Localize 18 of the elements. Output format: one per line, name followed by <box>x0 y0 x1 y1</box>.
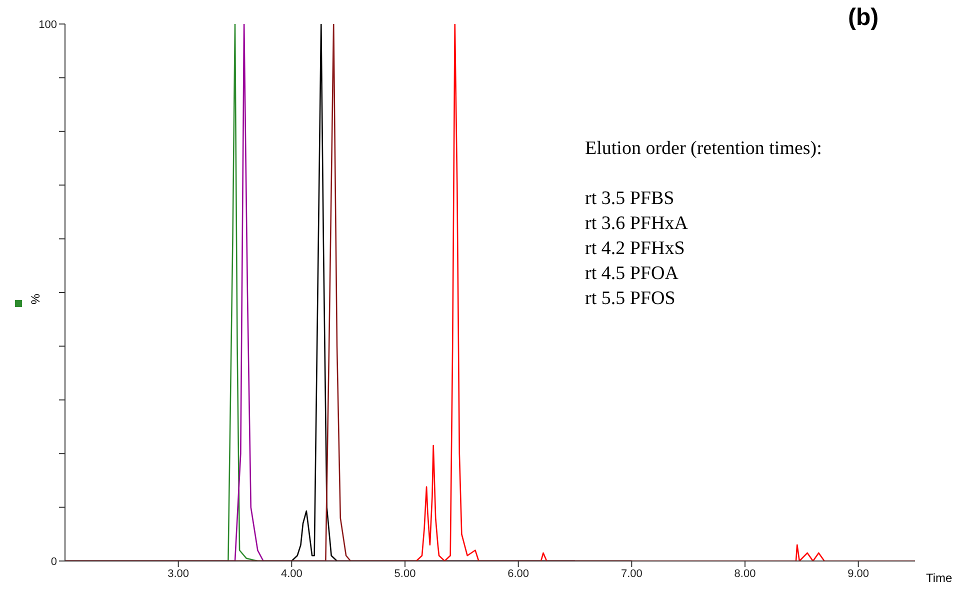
x-axis-title: Time <box>926 571 952 585</box>
annotation: rt 5.5 PFOS <box>585 287 676 311</box>
x-tick-label: 9.00 <box>848 568 870 580</box>
x-tick-label: 7.00 <box>620 568 642 580</box>
annotation: rt 3.5 PFBS <box>585 187 676 211</box>
y-axis-title: % <box>28 294 42 304</box>
y-tick-label: 0 <box>50 556 57 568</box>
x-tick-label: 6.00 <box>508 568 530 580</box>
x-tick-label: 8.00 <box>734 568 756 580</box>
annotation: rt 4.2 PFHxS <box>585 237 686 261</box>
annotation: rt 4.5 PFOA <box>585 262 680 286</box>
y-tick-label: 100 <box>38 18 57 31</box>
x-tick-label: 5.00 <box>394 568 416 580</box>
annotation: Elution order (retention times): <box>585 137 822 161</box>
chart-title: (b) <box>848 4 879 32</box>
x-tick-label: 4.00 <box>280 568 302 580</box>
annotation: rt 3.6 PFHxA <box>585 212 689 236</box>
x-tick-label: 3.00 <box>168 568 190 580</box>
